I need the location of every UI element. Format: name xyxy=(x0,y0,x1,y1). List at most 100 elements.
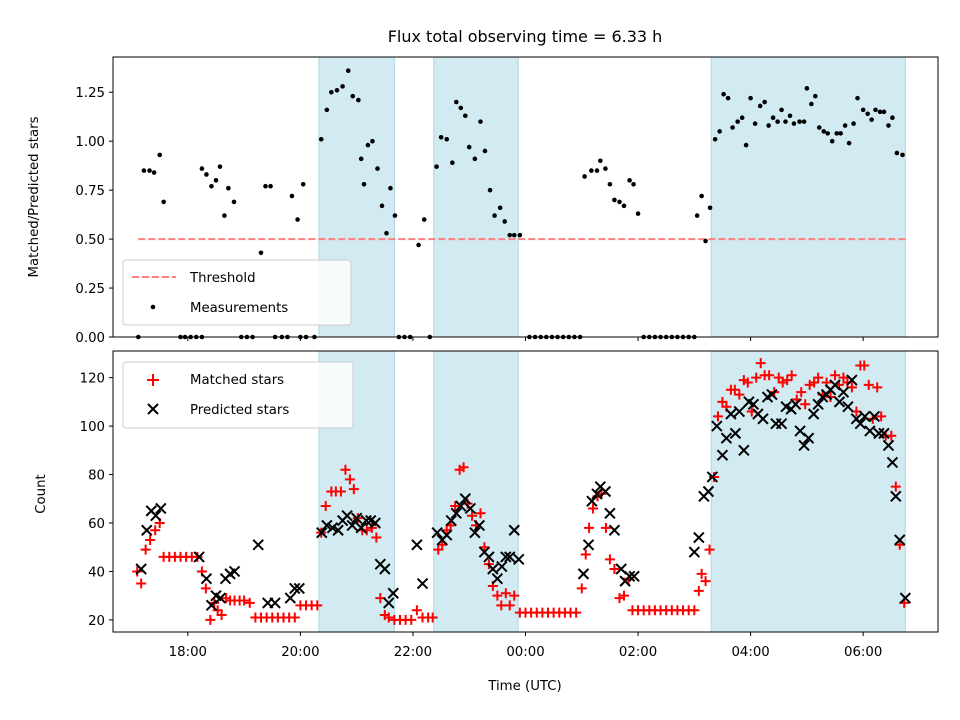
measurement-point xyxy=(886,123,891,128)
measurement-point xyxy=(450,160,455,166)
matched-marker xyxy=(205,614,216,625)
predicted-marker xyxy=(706,471,719,483)
predicted-marker xyxy=(496,560,508,573)
matched-marker xyxy=(709,471,720,482)
predicted-marker xyxy=(802,432,815,444)
y-tick-label: 100 xyxy=(80,420,105,435)
predicted-marker xyxy=(591,488,603,500)
measurement-point xyxy=(877,109,883,115)
predicted-marker xyxy=(411,539,423,551)
matched-marker xyxy=(751,372,762,383)
measurement-point xyxy=(226,185,231,191)
predicted-marker xyxy=(141,524,153,536)
y-tick-label: 0.75 xyxy=(75,184,105,199)
measurement-point xyxy=(813,93,818,99)
measurement-point xyxy=(361,181,367,187)
measurement-point xyxy=(384,230,389,236)
matched-marker xyxy=(492,590,503,601)
matched-marker xyxy=(132,566,143,577)
predicted-marker xyxy=(441,529,453,541)
matched-marker xyxy=(383,612,394,623)
predicted-marker xyxy=(193,551,205,563)
predicted-marker xyxy=(833,396,846,408)
matched-marker xyxy=(312,600,323,611)
predicted-marker xyxy=(882,439,895,452)
measurement-point xyxy=(209,183,214,189)
predicted-marker xyxy=(500,551,512,563)
matched-marker xyxy=(239,595,250,606)
matched-marker xyxy=(600,522,611,533)
matched-marker xyxy=(411,605,422,616)
measurement-point xyxy=(388,185,393,191)
y-tick-label: 120 xyxy=(80,372,105,387)
x-tick-label: 06:00 xyxy=(844,645,882,660)
measurement-point xyxy=(762,99,767,105)
predicted-marker xyxy=(890,490,902,503)
measurement-point xyxy=(770,115,776,120)
predicted-marker xyxy=(513,553,525,566)
matched-marker xyxy=(150,525,161,536)
measurement-point xyxy=(438,134,444,140)
measurement-point xyxy=(324,107,330,113)
measurement-point xyxy=(821,129,827,134)
chart-title: Flux total observing time = 6.33 h xyxy=(388,27,663,46)
predicted-marker xyxy=(859,410,871,423)
measurement-point xyxy=(598,158,603,164)
measurement-point xyxy=(472,156,478,162)
predicted-marker xyxy=(269,597,281,609)
matched-marker xyxy=(475,508,486,519)
measurement-point xyxy=(434,164,439,169)
predicted-marker xyxy=(135,563,147,575)
measurement-point xyxy=(482,148,488,154)
measurement-point xyxy=(801,119,807,124)
predicted-marker xyxy=(455,500,467,512)
legend-predicted-swatch xyxy=(147,403,159,415)
measurement-point xyxy=(204,172,209,177)
top-ylabel: Matched/Predicted stars xyxy=(27,116,42,277)
measurement-point xyxy=(231,199,237,205)
measurement-point xyxy=(497,205,503,211)
measurement-point xyxy=(881,109,887,115)
predicted-marker xyxy=(431,526,443,539)
y-tick-label: 20 xyxy=(88,614,105,629)
matched-marker xyxy=(479,542,490,553)
predicted-marker xyxy=(716,449,729,461)
measurement-point xyxy=(712,136,718,142)
predicted-marker xyxy=(842,401,854,413)
matched-marker xyxy=(863,379,874,390)
predicted-marker xyxy=(894,534,906,546)
axes-frame xyxy=(112,56,939,338)
predicted-marker xyxy=(757,413,769,425)
measurement-point xyxy=(635,211,641,216)
predicted-marker xyxy=(383,597,395,609)
measurement-point xyxy=(621,203,627,209)
measurement-point xyxy=(869,117,874,122)
measurement-point xyxy=(797,119,802,124)
predicted-marker xyxy=(293,582,305,595)
matched-marker xyxy=(859,360,870,371)
matched-marker xyxy=(604,554,615,565)
y-tick-label: 0.25 xyxy=(75,282,105,297)
matched-marker xyxy=(437,539,448,550)
measurement-point xyxy=(318,136,324,142)
legend-threshold-label: Threshold xyxy=(189,271,256,286)
measurement-point xyxy=(263,183,268,189)
predicted-marker xyxy=(899,592,912,604)
measurement-point xyxy=(300,181,306,187)
measurement-point xyxy=(707,205,713,211)
matched-marker xyxy=(782,375,793,386)
legend-measurements-label: Measurements xyxy=(190,301,288,316)
predicted-marker xyxy=(738,444,750,457)
measurement-point xyxy=(507,232,513,238)
predicted-marker xyxy=(473,519,486,532)
matched-marker xyxy=(700,576,711,587)
measurement-point xyxy=(829,138,835,144)
predicted-marker xyxy=(252,539,264,551)
measurement-point xyxy=(213,178,219,183)
measurement-point xyxy=(838,131,843,136)
matched-marker xyxy=(830,370,841,381)
predicted-marker xyxy=(387,587,399,599)
legend-matched-label: Matched stars xyxy=(190,373,284,388)
matched-marker xyxy=(696,568,707,579)
measurement-point xyxy=(846,140,852,146)
